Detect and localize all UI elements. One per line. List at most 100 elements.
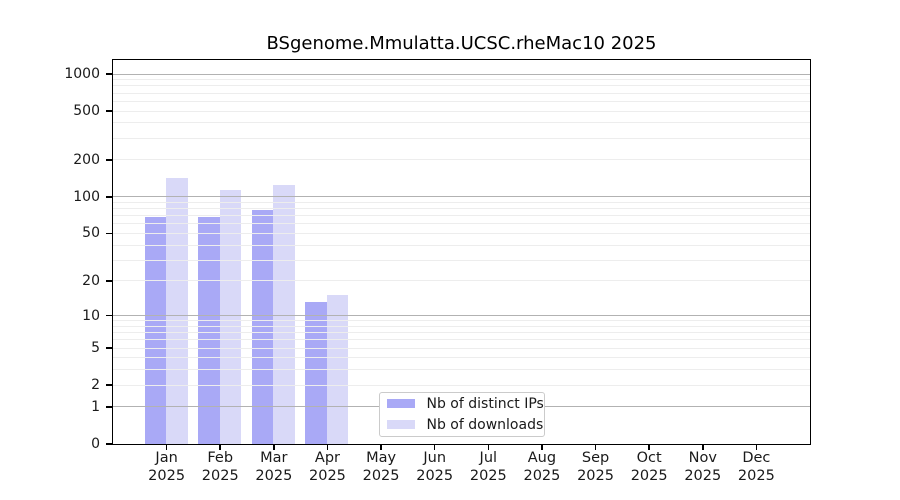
y-tick-label: 1 bbox=[91, 398, 100, 415]
x-tick-month: Mar bbox=[260, 450, 288, 466]
x-tick-mark bbox=[165, 444, 168, 450]
x-tick-year: 2025 bbox=[362, 467, 400, 484]
x-tick-month: Dec bbox=[742, 450, 771, 466]
x-tick-year: 2025 bbox=[201, 467, 239, 484]
y-tick-label: 200 bbox=[73, 151, 100, 168]
y-tick-mark bbox=[105, 347, 112, 349]
y-tick-mark bbox=[105, 159, 112, 161]
gridline-minor bbox=[112, 110, 810, 112]
legend-item-distinct-ips: Nb of distinct IPs bbox=[386, 395, 544, 412]
x-tick-mark bbox=[755, 444, 758, 450]
x-tick-label-jun: Jun 2025 bbox=[400, 450, 470, 485]
x-tick-label-dec: Dec 2025 bbox=[721, 450, 791, 485]
bar-downloads-apr bbox=[326, 295, 349, 444]
bar-distinct-ips-feb bbox=[198, 216, 220, 444]
legend-swatch-downloads bbox=[386, 420, 415, 429]
bar-downloads-feb bbox=[219, 190, 242, 444]
legend-label-downloads: Nb of downloads bbox=[426, 416, 544, 433]
x-tick-mark bbox=[219, 444, 221, 450]
x-tick-month: Feb bbox=[207, 450, 234, 466]
gridline-minor bbox=[112, 208, 810, 210]
x-tick-label-sep: Sep 2025 bbox=[561, 450, 631, 485]
bar-distinct-ips-mar bbox=[251, 210, 274, 444]
x-tick-mark bbox=[594, 444, 597, 450]
gridline-minor bbox=[112, 100, 810, 102]
chart-title: BSgenome.Mmulatta.UCSC.rheMac10 2025 bbox=[266, 33, 657, 54]
x-tick-year: 2025 bbox=[577, 467, 614, 484]
y-tick-label: 100 bbox=[73, 188, 100, 205]
x-tick-year: 2025 bbox=[630, 467, 668, 484]
gridline-major bbox=[112, 73, 810, 75]
x-tick-year: 2025 bbox=[737, 467, 775, 484]
gridline-minor bbox=[112, 85, 810, 87]
x-tick-year: 2025 bbox=[416, 467, 454, 484]
gridline-minor bbox=[112, 159, 810, 161]
y-tick-label: 20 bbox=[82, 272, 100, 289]
x-tick-month: Jan bbox=[155, 450, 178, 466]
x-tick-month: Oct bbox=[636, 450, 662, 466]
x-tick-mark bbox=[702, 444, 704, 450]
bar-downloads-jan bbox=[166, 178, 188, 444]
gridline-minor bbox=[112, 92, 810, 94]
legend-item-downloads: Nb of downloads bbox=[386, 416, 544, 433]
x-tick-mark bbox=[541, 444, 543, 450]
plot-area: Nb of distinct IPs Nb of downloads bbox=[111, 58, 811, 445]
x-tick-mark bbox=[273, 444, 275, 450]
x-tick-year: 2025 bbox=[684, 467, 722, 484]
x-tick-year: 2025 bbox=[255, 467, 293, 484]
x-tick-month: Nov bbox=[688, 450, 717, 466]
x-tick-label-aug: Aug 2025 bbox=[507, 450, 577, 485]
y-tick-mark bbox=[105, 232, 112, 235]
x-tick-label-oct: Oct 2025 bbox=[614, 450, 684, 485]
y-tick-label: 10 bbox=[82, 307, 100, 324]
x-tick-month: May bbox=[366, 450, 397, 466]
x-tick-mark bbox=[380, 444, 382, 450]
x-tick-mark bbox=[326, 444, 329, 450]
x-tick-month: Apr bbox=[314, 450, 340, 466]
x-tick-label-may: May 2025 bbox=[346, 450, 416, 485]
y-tick-mark bbox=[105, 280, 112, 282]
x-tick-label-mar: Mar 2025 bbox=[239, 450, 309, 485]
y-tick-label: 50 bbox=[82, 225, 100, 242]
gridline-minor bbox=[112, 137, 810, 139]
legend-swatch-distinct-ips bbox=[386, 399, 415, 408]
x-tick-label-apr: Apr 2025 bbox=[292, 450, 362, 485]
y-tick-mark bbox=[105, 196, 112, 198]
x-tick-month: Aug bbox=[527, 450, 557, 466]
gridline-minor bbox=[112, 79, 810, 81]
y-tick-label: 5 bbox=[91, 340, 100, 357]
x-tick-month: Sep bbox=[581, 450, 610, 466]
bar-distinct-ips-jan bbox=[144, 216, 167, 444]
gridline-major bbox=[112, 196, 810, 198]
y-tick-mark bbox=[105, 443, 112, 445]
x-tick-label-nov: Nov 2025 bbox=[668, 450, 738, 485]
x-tick-year: 2025 bbox=[469, 467, 507, 484]
x-tick-label-jul: Jul 2025 bbox=[453, 450, 523, 485]
y-tick-mark bbox=[105, 384, 112, 386]
bar-downloads-mar bbox=[273, 184, 295, 444]
y-tick-mark bbox=[105, 73, 112, 75]
y-tick-label: 2 bbox=[91, 377, 100, 394]
x-tick-month: Jul bbox=[479, 450, 498, 466]
legend: Nb of distinct IPs Nb of downloads bbox=[378, 391, 545, 437]
y-tick-label: 0 bbox=[91, 436, 100, 452]
gridline-minor bbox=[112, 122, 810, 124]
x-tick-year: 2025 bbox=[523, 467, 561, 484]
x-tick-mark bbox=[487, 444, 490, 450]
x-tick-year: 2025 bbox=[148, 467, 186, 484]
x-tick-mark bbox=[648, 444, 650, 450]
y-tick-label: 1000 bbox=[64, 66, 100, 82]
x-tick-label-jan: Jan 2025 bbox=[132, 450, 202, 485]
legend-label-distinct-ips: Nb of distinct IPs bbox=[426, 395, 544, 412]
y-tick-mark bbox=[105, 406, 112, 408]
gridline-minor bbox=[112, 201, 810, 203]
x-tick-month: Jun bbox=[423, 450, 447, 466]
y-tick-mark bbox=[105, 314, 112, 317]
x-tick-mark bbox=[433, 444, 436, 450]
y-tick-label: 500 bbox=[73, 103, 100, 120]
bar-distinct-ips-apr bbox=[305, 302, 327, 444]
x-tick-label-feb: Feb 2025 bbox=[185, 450, 255, 485]
y-tick-mark bbox=[105, 110, 112, 112]
x-tick-year: 2025 bbox=[309, 467, 346, 484]
